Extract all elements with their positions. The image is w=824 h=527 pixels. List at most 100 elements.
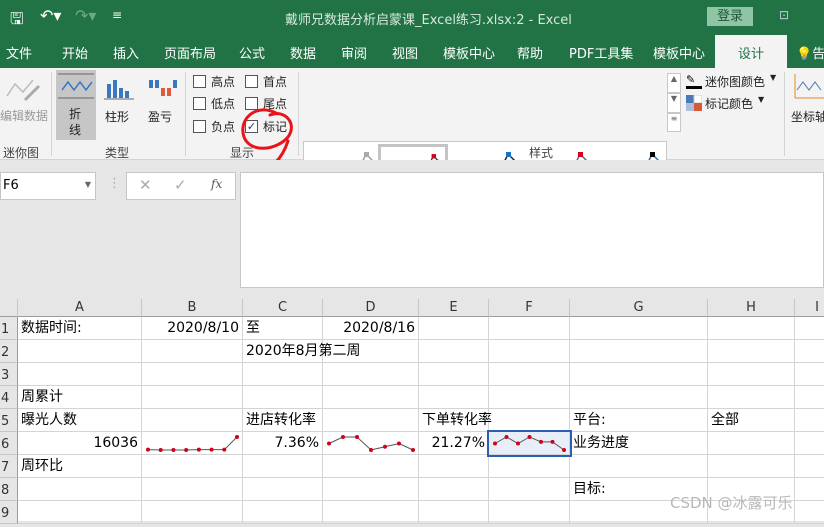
tab-formulas[interactable]: 公式: [239, 47, 266, 62]
tab-review[interactable]: 审阅: [341, 47, 368, 62]
cell-B4[interactable]: [142, 386, 243, 409]
cell-E8[interactable]: [419, 478, 489, 501]
cell-H7[interactable]: [708, 455, 795, 478]
cell-B2[interactable]: [142, 340, 243, 363]
tab-template-center-2[interactable]: 模板中心: [653, 47, 706, 62]
row-header-1[interactable]: 1: [0, 317, 18, 340]
cell-C1[interactable]: 至: [243, 317, 323, 340]
cancel-icon[interactable]: ✕: [139, 176, 152, 194]
login-button[interactable]: 登录: [707, 7, 753, 26]
column-header-C[interactable]: C: [243, 299, 323, 317]
column-header-A[interactable]: A: [18, 299, 142, 317]
cell-D8[interactable]: [323, 478, 419, 501]
cell-D4[interactable]: [323, 386, 419, 409]
cell-D6[interactable]: [323, 432, 419, 455]
markers-checkbox[interactable]: ✓: [245, 120, 258, 133]
cell-A6[interactable]: 16036: [18, 432, 142, 455]
row-header-2[interactable]: 2: [0, 340, 18, 363]
tab-help[interactable]: 帮助: [517, 47, 544, 62]
cell-G8[interactable]: 目标:: [570, 478, 708, 501]
cell-D7[interactable]: [323, 455, 419, 478]
negative-point-checkbox[interactable]: [193, 120, 206, 133]
cell-C7[interactable]: [243, 455, 323, 478]
cell-A8[interactable]: [18, 478, 142, 501]
enter-icon[interactable]: ✓: [174, 176, 187, 194]
row-header-5[interactable]: 5: [0, 409, 18, 432]
cell-B8[interactable]: [142, 478, 243, 501]
column-header-H[interactable]: H: [708, 299, 795, 317]
row-header-3[interactable]: 3: [0, 363, 18, 386]
cell-I4[interactable]: [795, 386, 824, 409]
tab-design[interactable]: 设计: [715, 35, 787, 68]
cell-C3[interactable]: [243, 363, 323, 386]
cell-F8[interactable]: [489, 478, 570, 501]
cell-E5[interactable]: 下单转化率: [419, 409, 492, 432]
tab-insert[interactable]: 插入: [113, 47, 140, 62]
cell-E7[interactable]: [419, 455, 489, 478]
row-header-6[interactable]: 6: [0, 432, 18, 455]
column-header-D[interactable]: D: [323, 299, 419, 317]
cell-D1[interactable]: 2020/8/16: [323, 317, 419, 340]
cell-H2[interactable]: [708, 340, 795, 363]
cell-D2[interactable]: [323, 340, 419, 363]
cell-A5[interactable]: 曝光人数: [18, 409, 142, 432]
axis-button[interactable]: 坐标轴: [791, 72, 824, 132]
cell-G5[interactable]: 平台:: [570, 409, 708, 432]
cell-G3[interactable]: [570, 363, 708, 386]
cell-C8[interactable]: [243, 478, 323, 501]
customize-qat-icon[interactable]: ≡: [112, 8, 123, 22]
save-icon[interactable]: 🖫: [10, 9, 24, 28]
cell-I3[interactable]: [795, 363, 824, 386]
cell-C6[interactable]: 7.36%: [243, 432, 323, 455]
first-point-checkbox[interactable]: [245, 75, 258, 88]
gallery-scroll-down[interactable]: ▼: [667, 93, 681, 113]
dropdown-arrow-icon[interactable]: ▼: [84, 180, 91, 189]
cell-G1[interactable]: [570, 317, 708, 340]
cell-I5[interactable]: [795, 409, 824, 432]
cell-F1[interactable]: [489, 317, 570, 340]
cell-C2[interactable]: 2020年8月第二周: [243, 340, 361, 363]
column-header-B[interactable]: B: [142, 299, 243, 317]
tab-view[interactable]: 视图: [392, 47, 419, 62]
cell-D3[interactable]: [323, 363, 419, 386]
ribbon-display-icon[interactable]: ⊡: [779, 8, 790, 22]
tab-template-center[interactable]: 模板中心: [443, 47, 496, 62]
cell-B6[interactable]: [142, 432, 243, 455]
cell-E6[interactable]: 21.27%: [419, 432, 489, 455]
cell-H4[interactable]: [708, 386, 795, 409]
cell-I1[interactable]: [795, 317, 824, 340]
row-header-7[interactable]: 7: [0, 455, 18, 478]
cell-H5[interactable]: 全部: [708, 409, 795, 432]
low-point-checkbox[interactable]: [193, 97, 206, 110]
cell-A7[interactable]: 周环比: [18, 455, 142, 478]
cell-F6[interactable]: [487, 430, 572, 457]
cell-B3[interactable]: [142, 363, 243, 386]
cell-F5[interactable]: [489, 409, 570, 432]
undo-icon[interactable]: ↶▾: [40, 6, 62, 25]
cell-B1[interactable]: 2020/8/10: [142, 317, 243, 340]
tell-me-icon[interactable]: 💡告: [796, 47, 824, 62]
cell-F7[interactable]: [489, 455, 570, 478]
cell-I6[interactable]: [795, 432, 824, 455]
cell-G4[interactable]: [570, 386, 708, 409]
cell-A4[interactable]: 周累计: [18, 386, 142, 409]
type-winloss-button[interactable]: 盈亏: [145, 72, 179, 132]
cell-G6[interactable]: 业务进度: [570, 432, 708, 455]
cell-I8[interactable]: [795, 478, 824, 501]
cell-H1[interactable]: [708, 317, 795, 340]
type-line-button[interactable]: 折线: [56, 70, 96, 140]
cell-B7[interactable]: [142, 455, 243, 478]
column-header-E[interactable]: E: [419, 299, 489, 317]
cell-H3[interactable]: [708, 363, 795, 386]
cell-G2[interactable]: [570, 340, 708, 363]
tab-page-layout[interactable]: 页面布局: [164, 47, 217, 62]
high-point-checkbox[interactable]: [193, 75, 206, 88]
cell-I7[interactable]: [795, 455, 824, 478]
column-header-G[interactable]: G: [570, 299, 708, 317]
worksheet-grid[interactable]: A B C D E F G H I 1 数据时间: 2020/8/10 至 2020/8/16 2 2020年…: [0, 299, 824, 524]
cell-H8[interactable]: [708, 478, 795, 501]
cell-H6[interactable]: [708, 432, 795, 455]
fx-icon[interactable]: fx: [211, 177, 223, 191]
column-header-F[interactable]: F: [489, 299, 570, 317]
cell-F3[interactable]: [489, 363, 570, 386]
